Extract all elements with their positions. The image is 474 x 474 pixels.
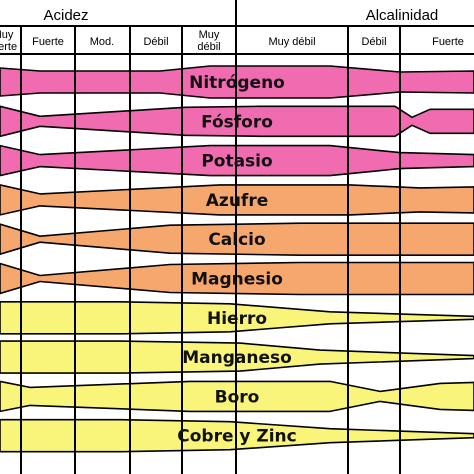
column-header: Débil xyxy=(361,36,386,48)
column-header: Muy xyxy=(0,29,14,41)
label-potasio: Potasio xyxy=(201,152,272,172)
label-hierro: Hierro xyxy=(207,309,267,329)
header: AcidezAlcalinidadMuyfuerteFuerteMod.Débi… xyxy=(0,7,464,53)
column-header: Fuerte xyxy=(32,36,64,48)
column-header: Fuerte xyxy=(432,36,464,48)
column-header: Muy débil xyxy=(268,36,315,48)
label-cobre-y-zinc: Cobre y Zinc xyxy=(177,427,297,447)
group-header-acidez: Acidez xyxy=(43,7,88,24)
label-manganeso: Manganeso xyxy=(182,348,292,368)
group-header-alcalinidad: Alcalinidad xyxy=(366,7,439,24)
label-fosforo: Fósforo xyxy=(201,112,273,132)
column-header: débil xyxy=(197,41,220,53)
label-magnesio: Magnesio xyxy=(191,270,283,290)
column-header: Muy xyxy=(199,29,220,41)
label-boro: Boro xyxy=(215,387,260,407)
label-azufre: Azufre xyxy=(206,191,268,211)
column-header: Mod. xyxy=(90,36,114,48)
label-nitrogeno: Nitrógeno xyxy=(189,73,285,93)
column-header: fuerte xyxy=(0,41,17,53)
label-calcio: Calcio xyxy=(208,230,265,250)
column-header: Débil xyxy=(143,36,168,48)
band-labels: Nitrógeno Fósforo Potasio Azufre Calcio Magne… xyxy=(177,73,297,447)
